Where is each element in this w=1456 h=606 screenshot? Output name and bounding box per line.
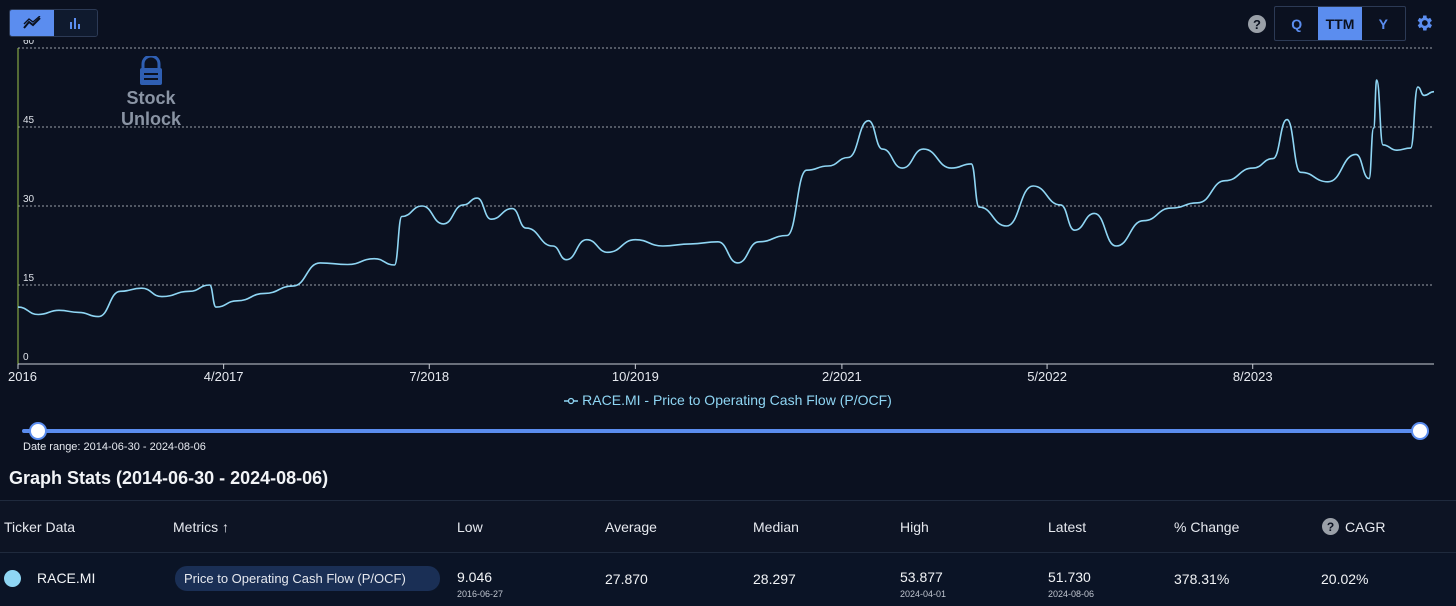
x-tick-label: 10/2019 [612,369,659,384]
header-percent-change[interactable]: % Change [1174,519,1240,535]
price-to-ocf-chart: 0 15 30 45 60 2016 4/2017 7/2018 10/2019 2/2021 5/… [8,40,1435,384]
series-line [17,79,1435,318]
cagr-help-icon[interactable]: ? [1322,518,1339,535]
gear-icon[interactable] [1414,13,1434,33]
table-row: RACE.MI Price to Operating Cash Flow (P/… [0,553,1456,606]
period-toggle: Q TTM Y [1274,6,1406,41]
help-icon[interactable]: ? [1248,15,1266,33]
latest-value: 51.730 [1048,569,1091,585]
metric-pill[interactable]: Price to Operating Cash Flow (P/OCF) [175,566,440,591]
slider-start-handle[interactable] [29,422,47,440]
bar-chart-icon [70,18,81,29]
y-tick-label: 45 [23,115,35,126]
average-value: 27.870 [605,571,648,587]
percent-change-value: 378.31% [1174,571,1230,587]
header-latest[interactable]: Latest [1048,519,1087,535]
series-color-dot [4,570,21,587]
header-ticker-data[interactable]: Ticker Data [4,519,76,535]
chart-legend[interactable]: RACE.MI - Price to Operating Cash Flow (… [0,392,1456,408]
high-date: 2024-04-01 [900,589,947,599]
header-average[interactable]: Average [605,519,657,535]
x-tick-label: 4/2017 [204,369,244,384]
y-tick-label: 15 [23,273,35,284]
header-high[interactable]: High [900,519,929,535]
header-metrics[interactable]: Metrics ↑ [173,519,229,535]
line-chart-icon [22,16,41,29]
watermark-text: Stock Unlock [120,88,181,129]
header-median[interactable]: Median [753,519,799,535]
line-chart-view-button[interactable] [10,10,54,36]
legend-label: RACE.MI - Price to Operating Cash Flow (… [582,392,892,408]
high-value: 53.877 [900,569,943,585]
header-cagr[interactable]: CAGR [1345,519,1386,535]
table-header-row: Ticker Data Metrics ↑ Low Average Median… [0,501,1456,553]
graph-stats-title: Graph Stats (2014-06-30 - 2024-08-06) [9,468,329,488]
period-ttm-button[interactable]: TTM [1318,7,1362,40]
legend-line-icon [564,398,579,405]
date-range-label: Date range: 2014-06-30 - 2024-08-06 [23,441,206,453]
x-tick-label: 5/2022 [1027,369,1067,384]
x-tick-label: 8/2023 [1233,369,1273,384]
header-low[interactable]: Low [457,519,483,535]
x-tick-label: 7/2018 [409,369,449,384]
period-y-button[interactable]: Y [1378,15,1388,32]
y-tick-label: 0 [23,352,29,363]
stock-unlock-logo-icon [140,56,162,85]
chart-view-toggle [9,9,98,37]
ticker-name: RACE.MI [37,570,96,586]
x-tick-label: 2016 [8,369,37,384]
low-date: 2016-06-27 [457,589,504,599]
low-value: 9.046 [457,569,493,585]
median-value: 28.297 [753,571,796,587]
stock-unlock-watermark: Stock Unlock [95,56,207,130]
date-range-slider-track[interactable] [22,429,1426,433]
y-tick-label: 60 [23,40,35,47]
y-tick-label: 30 [23,194,35,205]
period-q-button[interactable]: Q [1291,15,1303,32]
graph-stats-table: Ticker Data Metrics ↑ Low Average Median… [0,500,1456,606]
bar-chart-view-button[interactable] [53,10,97,36]
x-tick-label: 2/2021 [822,369,862,384]
latest-date: 2024-08-06 [1048,589,1095,599]
cagr-value: 20.02% [1321,571,1369,587]
slider-end-handle[interactable] [1411,422,1429,440]
